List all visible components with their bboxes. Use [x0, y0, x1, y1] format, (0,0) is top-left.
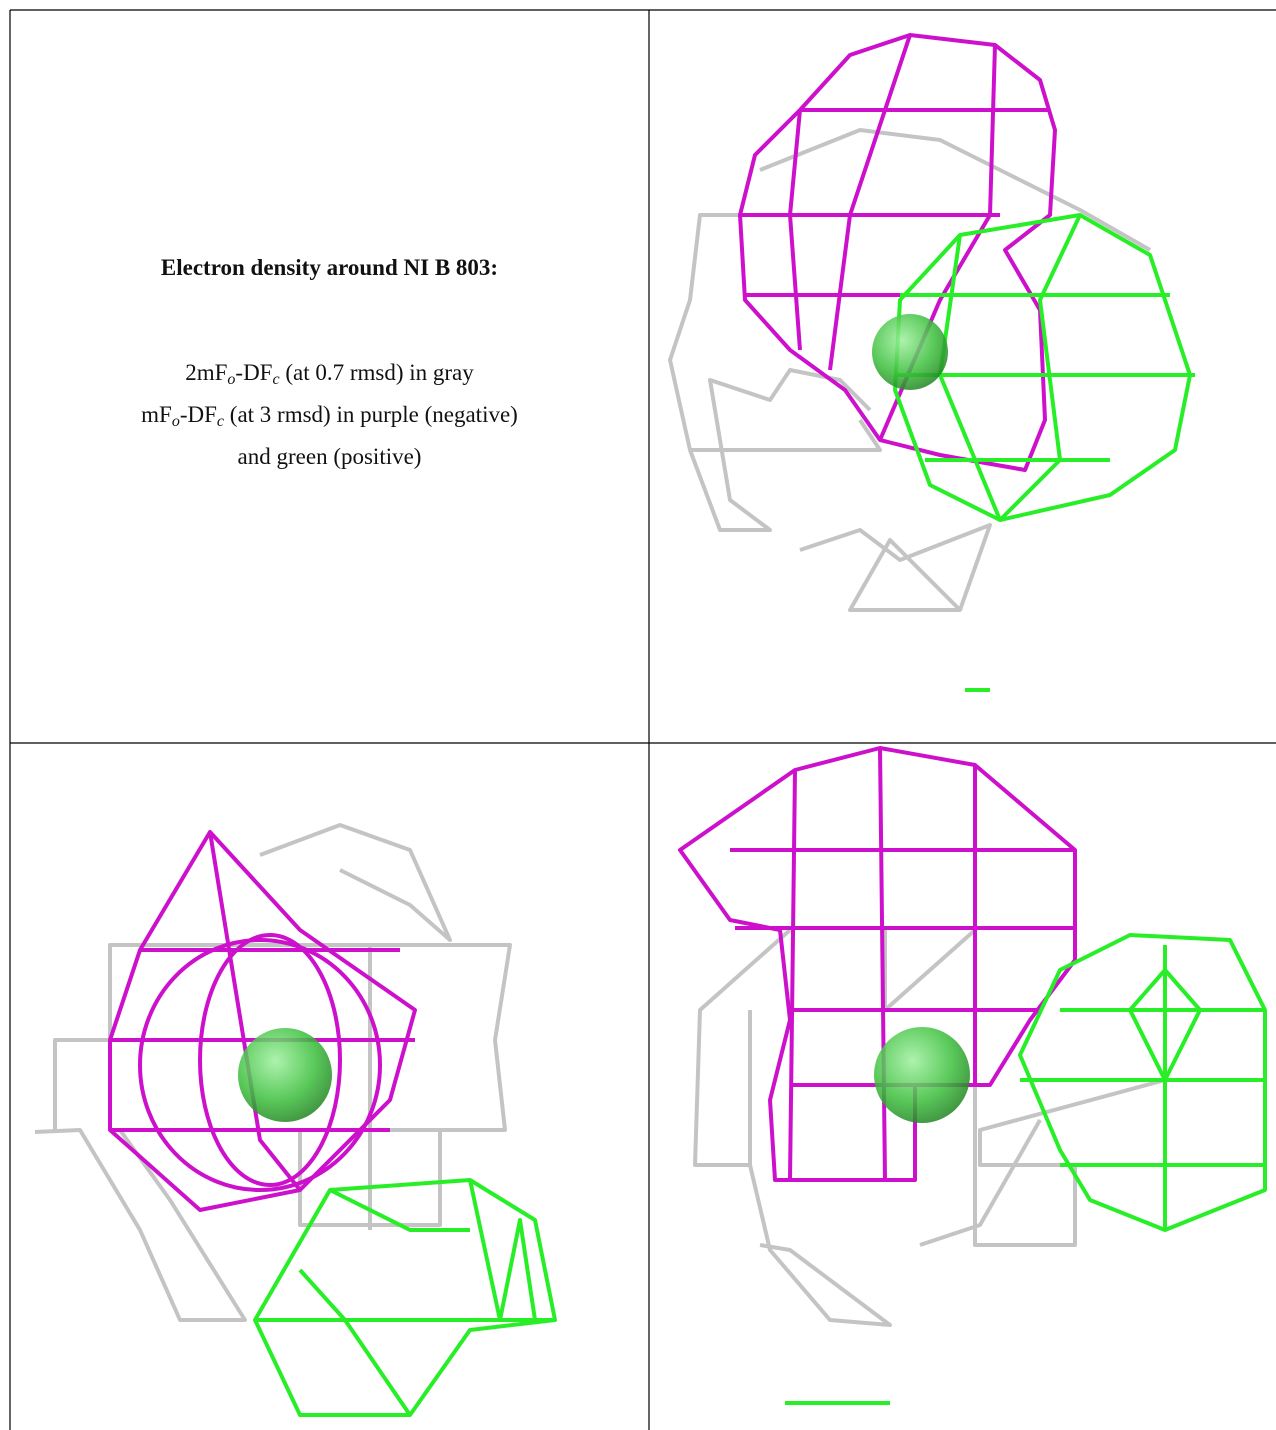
gray-mesh	[34, 1128, 247, 1322]
gray-mesh	[759, 128, 1151, 252]
positive-mesh	[329, 1188, 470, 1232]
subscript: o	[171, 413, 180, 430]
subscript: c	[216, 413, 225, 430]
ion-sphere	[872, 314, 948, 390]
density-panel	[678, 746, 1267, 1405]
positive-mesh	[468, 1179, 537, 1322]
gray-mesh	[690, 418, 882, 452]
legend: 2mFo-DFc (at 0.7 rmsd) in gray mFo-DFc (a…	[10, 355, 649, 474]
gray-mesh	[883, 928, 1167, 1247]
negative-mesh	[878, 747, 887, 1181]
legend-text: -DF	[179, 402, 217, 427]
negative-mesh	[788, 109, 802, 351]
legend-text: (at 3 rmsd) in purple (negative)	[224, 402, 518, 427]
subscript: o	[227, 371, 236, 388]
gray-mesh	[668, 213, 872, 532]
positive-mesh	[1018, 933, 1267, 1232]
density-panel	[34, 823, 557, 1417]
positive-mesh	[893, 213, 1192, 522]
legend-line: mFo-DFc (at 3 rmsd) in purple (negative)	[10, 397, 649, 439]
gray-mesh	[748, 1164, 892, 1327]
gray-mesh	[693, 928, 792, 1167]
legend-text: and green (positive)	[237, 444, 422, 469]
density-panel	[668, 33, 1195, 692]
negative-mesh	[788, 769, 797, 1181]
negative-mesh	[208, 831, 302, 1192]
negative-mesh	[678, 746, 1077, 1182]
positive-mesh	[1128, 968, 1202, 1082]
negative-mesh	[738, 33, 1057, 472]
legend-text: 2mF	[185, 360, 228, 385]
legend-line: 2mFo-DFc (at 0.7 rmsd) in gray	[10, 355, 649, 397]
legend-text: (at 0.7 rmsd) in gray	[279, 360, 474, 385]
gray-mesh	[919, 1119, 1042, 1247]
positive-mesh	[938, 234, 1002, 521]
subscript: c	[272, 371, 280, 388]
gray-mesh	[799, 523, 992, 612]
gray-mesh	[53, 943, 512, 1227]
positive-mesh	[998, 214, 1082, 522]
gray-mesh	[259, 823, 452, 942]
legend-text: -DF	[235, 360, 273, 385]
negative-mesh	[108, 830, 417, 1212]
positive-mesh	[298, 1268, 412, 1417]
negative-mesh	[198, 933, 342, 1187]
negative-mesh	[138, 938, 382, 1192]
figure-title: Electron density around NI B 803:	[160, 255, 499, 280]
ion-sphere	[238, 1028, 332, 1122]
ion-sphere	[874, 1027, 970, 1123]
legend-line: and green (positive)	[10, 439, 649, 474]
legend-text: mF	[141, 402, 172, 427]
negative-mesh	[828, 34, 912, 371]
